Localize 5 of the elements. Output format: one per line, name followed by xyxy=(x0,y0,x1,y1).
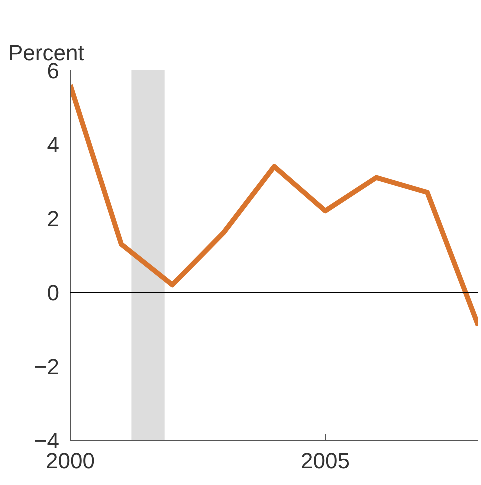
y-tick-label: −2 xyxy=(34,354,60,380)
y-tick-label: 4 xyxy=(47,132,60,158)
y-tick-label: 0 xyxy=(47,280,60,306)
x-tick-label: 2005 xyxy=(301,448,350,474)
y-tick-label: 2 xyxy=(47,206,60,232)
